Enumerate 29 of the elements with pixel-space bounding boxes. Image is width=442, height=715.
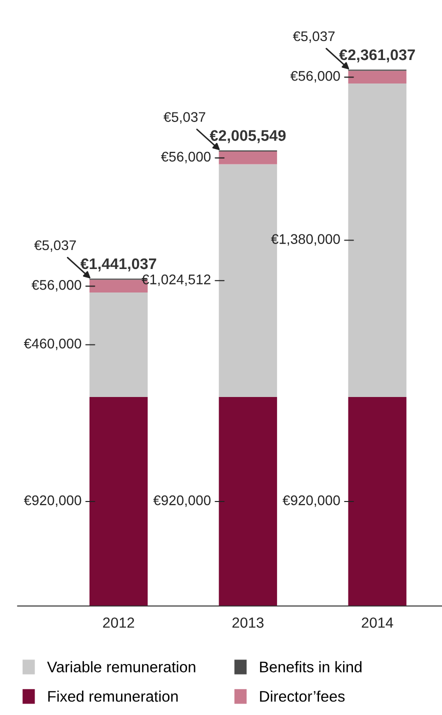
legend-label: Benefits in kind	[260, 661, 362, 672]
data-label: €56,000	[290, 71, 340, 83]
total-label: €1,441,037	[80, 258, 156, 272]
legend-label: Variable remuneration	[47, 661, 196, 672]
data-label: €920,000	[282, 495, 340, 507]
legend-label: Director’fees	[260, 690, 345, 702]
bar	[218, 397, 278, 606]
data-label: €56,000	[32, 280, 82, 292]
total-label: €2,361,037	[339, 49, 415, 62]
x-tick-label: 2012	[103, 617, 134, 628]
bar	[89, 292, 148, 397]
bar	[348, 84, 406, 397]
data-label: €920,000	[153, 495, 211, 507]
data-label: €5,037	[292, 31, 335, 43]
data-label: €460,000	[24, 338, 82, 350]
data-label: €5,037	[34, 240, 76, 252]
legend-label: Fixed remuneration	[48, 690, 178, 702]
data-label: €1,024,512	[142, 274, 210, 286]
bar	[218, 152, 278, 164]
bar	[89, 397, 148, 606]
total-label: €2,005,549	[210, 130, 286, 144]
data-label: €1,380,000	[271, 234, 340, 246]
bar	[348, 397, 406, 606]
data-label: €920,000	[24, 495, 82, 507]
data-label: €5,037	[164, 112, 206, 124]
x-tick-label: 2013	[232, 617, 264, 628]
bar	[348, 70, 406, 84]
x-tick-label: 2014	[362, 617, 394, 628]
data-label: €56,000	[160, 152, 211, 164]
